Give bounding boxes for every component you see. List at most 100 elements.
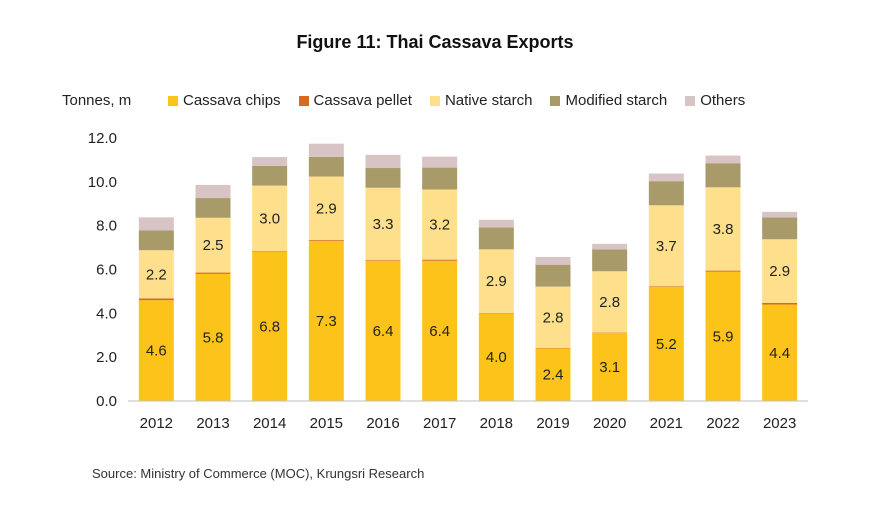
legend-item-others: Others <box>685 92 745 109</box>
bar-segment <box>365 260 401 401</box>
x-tick-label: 2015 <box>310 415 343 432</box>
bar-segment <box>195 198 231 218</box>
data-label: 4.0 <box>486 349 507 366</box>
bar-segment <box>705 270 741 272</box>
data-label: 2.5 <box>203 237 224 254</box>
data-label: 3.8 <box>713 221 734 238</box>
bar-segment <box>308 176 344 241</box>
bar-segment <box>648 173 684 182</box>
legend-swatch <box>685 95 696 106</box>
data-label: 4.6 <box>146 343 167 360</box>
bar-segment <box>478 227 514 250</box>
y-tick-label: 10.0 <box>88 174 117 191</box>
legend-label: Cassava pellet <box>313 92 412 109</box>
bar-segment <box>592 249 628 272</box>
bar-segment <box>252 165 288 186</box>
legend-swatch <box>429 95 440 106</box>
bar-segment <box>535 286 571 348</box>
data-label: 3.3 <box>373 216 394 233</box>
y-tick-label: 6.0 <box>96 262 117 279</box>
data-label: 2.8 <box>599 294 620 311</box>
bar-segment <box>422 167 458 190</box>
legend-label: Cassava chips <box>183 92 281 109</box>
bar-segment <box>648 181 684 206</box>
x-tick-label: 2023 <box>763 415 796 432</box>
bar-segment <box>648 286 684 288</box>
data-label: 3.2 <box>429 217 450 234</box>
legend-swatch <box>298 95 309 106</box>
bar-segment <box>308 240 344 242</box>
bar-segment <box>762 302 798 305</box>
legend-item-cassava-chips: Cassava chips <box>168 92 281 109</box>
bar-segment <box>705 187 741 271</box>
legend-item-native-starch: Native starch <box>429 92 533 109</box>
x-tick-label: 2021 <box>650 415 683 432</box>
bar-segment <box>252 251 288 401</box>
bar-segment <box>478 313 514 401</box>
bar-segment <box>535 264 571 287</box>
chart-title: Figure 11: Thai Cassava Exports <box>296 32 574 52</box>
bar-segment <box>535 348 571 401</box>
data-label: 6.8 <box>259 318 280 335</box>
data-label: 7.3 <box>316 313 337 330</box>
bar-segment <box>762 211 798 218</box>
legend-label: Modified starch <box>565 92 668 109</box>
source-note: Source: Ministry of Commerce (MOC), Krun… <box>92 466 425 481</box>
x-tick-label: 2022 <box>706 415 739 432</box>
data-label: 2.8 <box>543 309 564 326</box>
bar-segment <box>592 243 628 250</box>
bar-segment <box>648 287 684 401</box>
legend-label: Others <box>700 92 746 109</box>
y-tick-label: 12.0 <box>88 130 117 147</box>
x-tick-label: 2019 <box>536 415 569 432</box>
bar-segment <box>252 185 288 252</box>
y-axis-label: Tonnes, m <box>62 92 132 109</box>
data-label: 3.0 <box>259 210 280 227</box>
legend: Cassava chips Cassava pellet Native star… <box>168 92 745 109</box>
x-tick-label: 2017 <box>423 415 456 432</box>
bar-segment <box>365 168 401 188</box>
data-label: 2.9 <box>769 263 790 280</box>
bar-segment <box>535 257 571 265</box>
bar-segment <box>195 184 231 199</box>
bar-segment <box>762 239 798 303</box>
bar-segment <box>365 260 401 261</box>
data-label: 5.2 <box>656 336 677 353</box>
data-label: 4.4 <box>769 345 790 362</box>
bar-segment <box>365 154 401 169</box>
y-tick-label: 8.0 <box>96 218 117 235</box>
data-label: 5.8 <box>203 329 224 346</box>
y-tick-label: 0.0 <box>96 393 117 410</box>
data-label: 6.4 <box>373 323 394 340</box>
legend-swatch <box>550 95 561 106</box>
bar-segment <box>422 189 458 260</box>
data-label: 2.2 <box>146 266 167 283</box>
bar-segment <box>138 300 174 401</box>
bar-segment <box>365 187 401 261</box>
data-label: 2.4 <box>543 367 564 384</box>
bar-segment <box>422 156 458 168</box>
bar-segment <box>195 273 231 401</box>
bar-segment <box>705 163 741 188</box>
legend-label: Native starch <box>444 92 533 109</box>
x-tick-label: 2013 <box>196 415 229 432</box>
bar-segment <box>308 241 344 401</box>
x-tick-label: 2014 <box>253 415 286 432</box>
bar-segment <box>592 333 628 401</box>
bar-segment <box>138 217 174 231</box>
bar-segment <box>592 271 628 333</box>
bar-segment <box>138 250 174 299</box>
x-tick-label: 2020 <box>593 415 626 432</box>
y-tick-label: 4.0 <box>96 305 117 322</box>
x-tick-label: 2012 <box>140 415 173 432</box>
bar-segment <box>422 259 458 261</box>
bar-segment <box>195 272 231 274</box>
x-tick-label: 2016 <box>366 415 399 432</box>
bar-segment <box>308 156 344 177</box>
bar-segment <box>762 304 798 401</box>
bar-segment <box>478 219 514 228</box>
data-label: 5.9 <box>713 328 734 345</box>
bar-segment <box>252 251 288 252</box>
bar-segment <box>195 217 231 273</box>
data-label: 3.7 <box>656 238 677 255</box>
